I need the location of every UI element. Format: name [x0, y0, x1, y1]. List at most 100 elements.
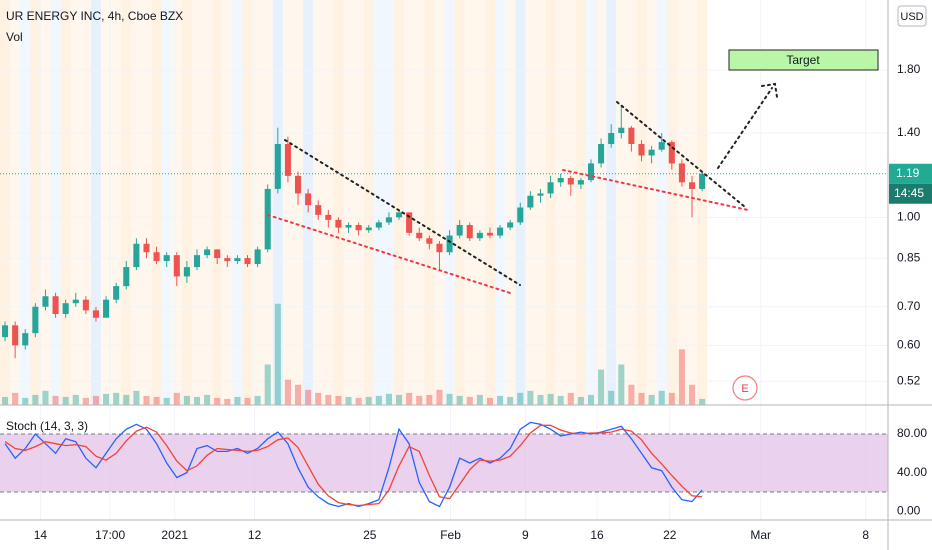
session-stripe	[474, 0, 485, 405]
session-stripe	[333, 0, 344, 405]
target-label: Target	[786, 53, 820, 67]
candle-body	[12, 325, 19, 346]
y-tick-label: 1.40	[897, 125, 921, 139]
volume-bar	[264, 364, 271, 405]
volume-bar	[618, 364, 625, 405]
volume-bar	[648, 394, 655, 405]
session-stripe	[656, 0, 667, 405]
session-stripe	[151, 0, 162, 405]
volume-bar	[62, 396, 69, 405]
session-stripe	[90, 0, 102, 405]
candle-body	[466, 224, 473, 239]
session-stripe	[70, 0, 81, 405]
earnings-label[interactable]: E	[741, 383, 748, 395]
candle-body	[315, 205, 322, 215]
session-stripe	[393, 0, 405, 405]
volume-bar	[699, 398, 706, 405]
candle-body	[72, 299, 79, 304]
candle-body	[537, 193, 544, 196]
session-stripe	[626, 0, 637, 405]
candle-body	[335, 219, 342, 228]
x-tick-label: 22	[663, 528, 677, 542]
candle-body	[385, 217, 392, 223]
stoch-title: Stoch (14, 3, 3)	[6, 419, 88, 433]
volume-bar	[133, 390, 140, 405]
y-tick-label: 0.60	[897, 338, 921, 352]
candle-body	[264, 188, 271, 250]
candle-body	[193, 255, 201, 268]
session-stripe	[272, 0, 283, 405]
session-stripe	[242, 0, 253, 405]
volume-bar	[466, 396, 473, 405]
session-stripe	[565, 0, 576, 405]
volume-bar	[688, 384, 696, 405]
candle-body	[436, 243, 443, 253]
volume-bar	[557, 395, 564, 405]
volume-bar	[153, 396, 160, 405]
trend-line	[562, 169, 749, 211]
session-stripe	[404, 0, 415, 405]
session-stripe	[515, 0, 526, 405]
session-stripe	[363, 0, 374, 405]
volume	[2, 303, 706, 405]
volume-bar	[385, 393, 392, 405]
volume-bar	[254, 395, 261, 405]
y-tick-label: 0.70	[897, 299, 921, 313]
target-box	[728, 49, 879, 71]
x-tick-label: 12	[248, 528, 262, 542]
candle-body	[678, 163, 685, 183]
volume-bar	[678, 349, 685, 405]
session-stripe	[505, 0, 516, 405]
volume-bar	[577, 396, 584, 405]
currency-box[interactable]	[897, 5, 927, 27]
volume-bar	[143, 395, 150, 405]
candle-body	[204, 249, 211, 256]
volume-bar	[426, 394, 433, 405]
volume-bar	[183, 395, 190, 405]
session-stripe	[444, 0, 455, 405]
session-stripe	[373, 0, 384, 405]
volume-bar	[274, 303, 281, 405]
session-stripe	[141, 0, 152, 405]
currency[interactable]: USD	[900, 11, 923, 23]
volume-bar	[608, 390, 615, 405]
candle-body	[355, 224, 362, 231]
candle-body	[486, 232, 493, 236]
candle-body	[416, 232, 423, 239]
session-stripe	[252, 0, 263, 405]
volume-bar	[396, 394, 403, 405]
volume-bar	[224, 398, 231, 405]
volume-bar	[22, 397, 29, 405]
candle-body	[143, 243, 150, 253]
session-stripe	[646, 0, 657, 405]
volume-bar	[315, 392, 322, 405]
volume-bar	[517, 392, 524, 405]
candle-body	[305, 193, 312, 206]
x-tick-label: 9	[522, 528, 529, 542]
x-tick-label: 14	[34, 528, 48, 542]
volume-bar	[628, 384, 635, 405]
candle-body	[284, 143, 291, 176]
candle-body	[22, 333, 29, 346]
session-stripe	[464, 0, 475, 405]
candle-body	[699, 173, 706, 189]
candle-body	[163, 255, 170, 262]
candle-body	[446, 235, 453, 253]
candle-body	[618, 127, 625, 134]
session-stripe	[232, 0, 243, 405]
candle-body	[133, 243, 140, 268]
candle-body	[82, 299, 89, 311]
last-price-box	[889, 163, 932, 184]
volume-bar	[446, 393, 453, 405]
volume-bar	[123, 394, 130, 405]
session-stripe	[606, 0, 617, 405]
stoch-band	[0, 433, 888, 493]
session-stripe	[616, 0, 627, 405]
session-stripe	[575, 0, 586, 405]
volume-bar	[173, 392, 180, 405]
earnings-marker[interactable]	[732, 375, 758, 401]
y-tick-label: 0.52	[897, 373, 921, 387]
session-stripe	[414, 0, 425, 405]
y-tick-label: 1.00	[897, 210, 921, 224]
session-stripe	[161, 0, 172, 405]
